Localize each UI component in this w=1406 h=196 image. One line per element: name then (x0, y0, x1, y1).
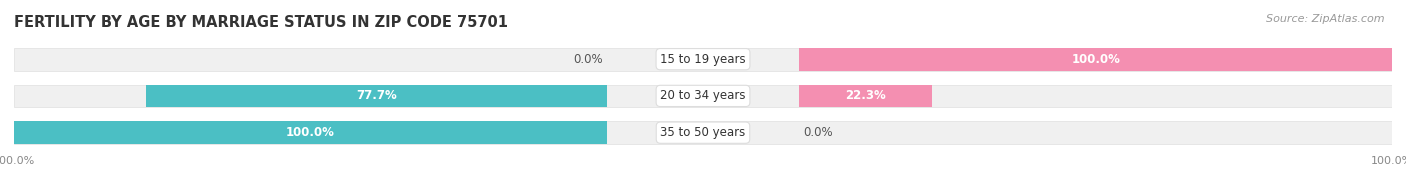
Text: 100.0%: 100.0% (285, 126, 335, 139)
Text: 35 to 50 years: 35 to 50 years (661, 126, 745, 139)
Text: 77.7%: 77.7% (356, 89, 396, 103)
Text: 0.0%: 0.0% (803, 126, 832, 139)
Text: 22.3%: 22.3% (845, 89, 886, 103)
Text: 15 to 19 years: 15 to 19 years (661, 53, 745, 66)
Text: Source: ZipAtlas.com: Source: ZipAtlas.com (1267, 14, 1385, 24)
Text: 0.0%: 0.0% (574, 53, 603, 66)
Text: FERTILITY BY AGE BY MARRIAGE STATUS IN ZIP CODE 75701: FERTILITY BY AGE BY MARRIAGE STATUS IN Z… (14, 15, 508, 30)
Bar (14, 48, 1392, 71)
Text: 20 to 34 years: 20 to 34 years (661, 89, 745, 103)
Text: 100.0%: 100.0% (1071, 53, 1121, 66)
Bar (14, 121, 1392, 144)
Bar (14, 84, 1392, 107)
Bar (14, 121, 606, 144)
Bar (800, 84, 932, 107)
Bar (800, 48, 1392, 71)
Bar (146, 84, 606, 107)
